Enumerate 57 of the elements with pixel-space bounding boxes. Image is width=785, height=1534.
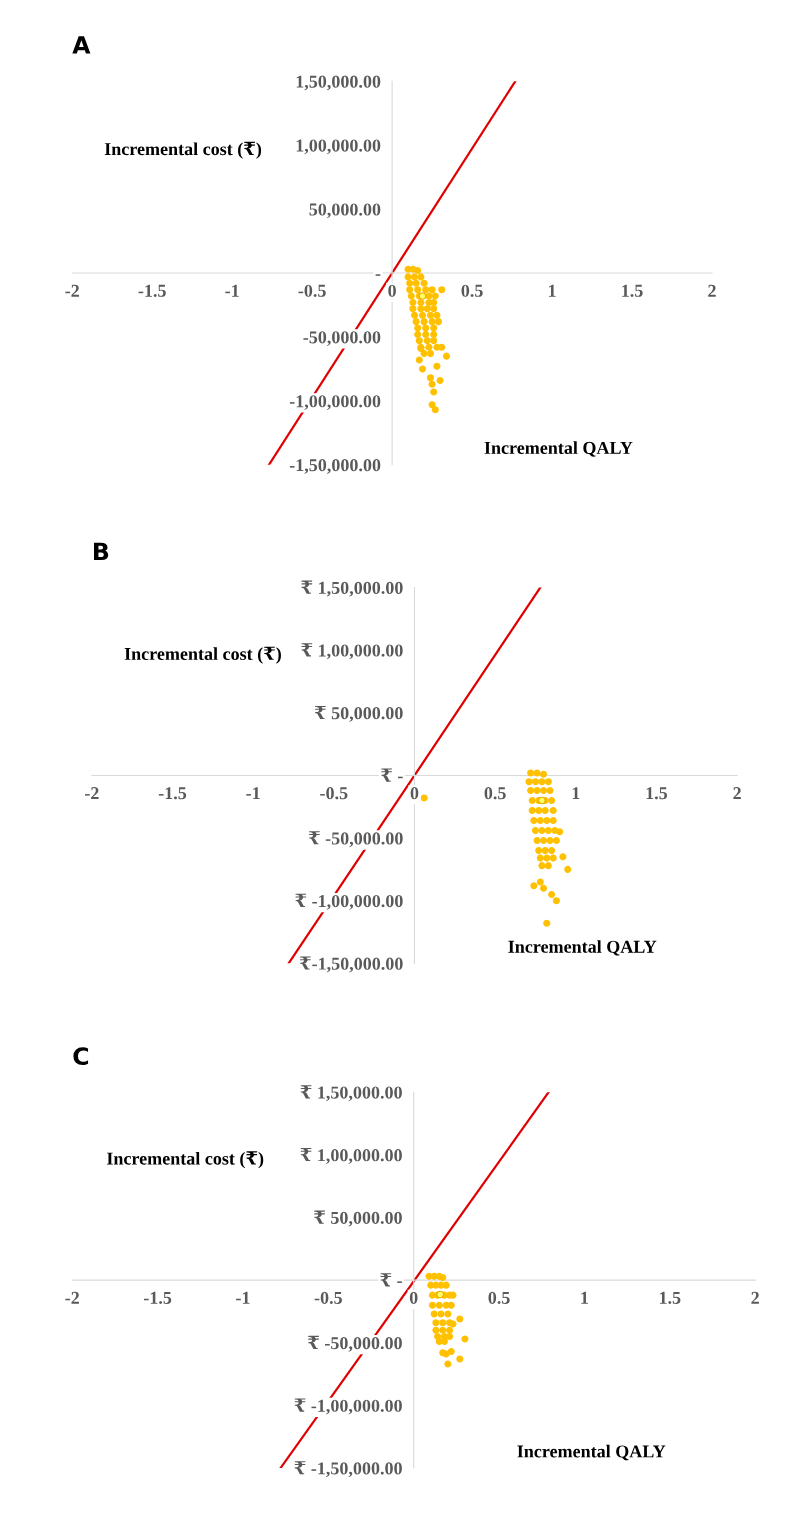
x-tick-label: -1.5 xyxy=(158,787,187,800)
x-tick-label: 0.5 xyxy=(484,787,506,800)
y-tick-label: ₹ - xyxy=(381,768,403,782)
x-tick-label: 1.5 xyxy=(646,787,668,800)
x-tick-label: -1 xyxy=(236,1291,250,1304)
y-tick-label: - xyxy=(375,274,381,276)
x-tick-label: 1.5 xyxy=(622,284,643,297)
x-tick-label: -1 xyxy=(246,787,260,800)
x-tick-label: 2 xyxy=(708,284,716,297)
y-tick-label: ₹ 50,000.00 xyxy=(314,705,403,722)
x-tick-label: 0 xyxy=(388,284,396,297)
x-tick-label: -2 xyxy=(65,284,79,297)
y-tick-label: ₹ 1,00,000.00 xyxy=(301,643,403,660)
x-tick-label: 1.5 xyxy=(659,1291,681,1305)
y-axis-title: Incremental cost (₹) xyxy=(104,141,262,159)
x-axis-title: Incremental QALY xyxy=(517,1444,666,1461)
x-tick-label: -2 xyxy=(65,1291,79,1304)
x-tick-label: 0.5 xyxy=(488,1291,510,1305)
y-tick-label: -1,00,000.00 xyxy=(289,395,381,410)
x-tick-label: 0 xyxy=(410,787,419,800)
x-tick-label: 1 xyxy=(548,284,556,297)
x-tick-label: -1 xyxy=(225,284,239,297)
y-tick-label: ₹ -50,000.00 xyxy=(308,831,403,848)
y-tick-label: 1,50,000.00 xyxy=(296,75,381,91)
y-tick-label: ₹ -1,00,000.00 xyxy=(295,893,403,910)
y-tick-label: ₹ 1,00,000.00 xyxy=(300,1147,402,1164)
chart-title: B xyxy=(94,542,109,561)
y-tick-label: ₹ 1,50,000.00 xyxy=(301,580,403,597)
y-tick-label: ₹ 50,000.00 xyxy=(314,1210,402,1227)
y-axis-title: Incremental cost (₹) xyxy=(106,1151,264,1169)
x-tick-label: 2 xyxy=(733,787,741,800)
x-axis-title: Incremental QALY xyxy=(508,940,657,956)
y-tick-label: ₹ 1,50,000.00 xyxy=(300,1085,402,1102)
chart-title: C xyxy=(73,1047,89,1066)
y-tick-label: ₹-1,50,000.00 xyxy=(299,956,403,973)
x-tick-label: 0 xyxy=(409,1291,418,1304)
x-tick-label: -1.5 xyxy=(143,1291,172,1305)
x-tick-label: -0.5 xyxy=(298,284,326,297)
y-tick-label: ₹ -50,000.00 xyxy=(308,1335,402,1352)
x-tick-label: -1.5 xyxy=(138,284,166,297)
y-tick-label: ₹ -1,50,000.00 xyxy=(294,1461,402,1478)
y-tick-label: ₹ - xyxy=(380,1273,402,1287)
x-tick-label: 0.5 xyxy=(461,284,483,297)
y-axis-title: Incremental cost (₹) xyxy=(124,646,281,664)
x-tick-label: 1 xyxy=(581,1291,589,1304)
y-tick-label: -50,000.00 xyxy=(303,331,381,347)
x-tick-label: -2 xyxy=(84,787,99,800)
x-tick-label: 1 xyxy=(572,787,580,800)
chart-title: A xyxy=(72,36,91,54)
y-tick-label: ₹ -1,00,000.00 xyxy=(294,1398,402,1415)
y-tick-label: 50,000.00 xyxy=(309,203,381,219)
x-tick-label: -0.5 xyxy=(320,787,348,800)
x-tick-label: 2 xyxy=(751,1291,759,1304)
y-tick-label: 1,00,000.00 xyxy=(296,139,381,155)
x-tick-label: -0.5 xyxy=(314,1291,342,1305)
y-tick-label: -1,50,000.00 xyxy=(289,459,381,474)
x-axis-title: Incremental QALY xyxy=(484,441,633,457)
